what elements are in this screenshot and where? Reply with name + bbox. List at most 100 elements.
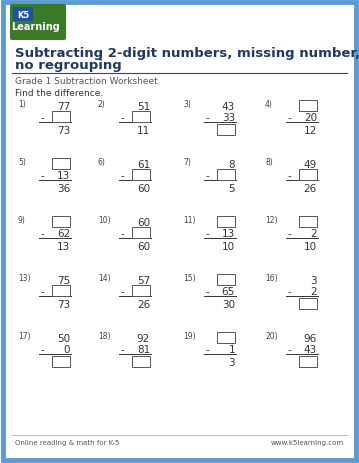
Text: -: - xyxy=(120,229,124,238)
Bar xyxy=(132,112,150,123)
Text: 0: 0 xyxy=(64,344,70,354)
Text: 3: 3 xyxy=(311,275,317,285)
Text: 60: 60 xyxy=(137,242,150,251)
Text: -: - xyxy=(287,287,291,296)
Text: 10: 10 xyxy=(304,242,317,251)
Text: -: - xyxy=(287,344,291,354)
Text: no regrouping: no regrouping xyxy=(15,59,122,72)
Text: 2: 2 xyxy=(311,229,317,238)
Text: 3): 3) xyxy=(183,100,191,109)
Bar xyxy=(217,275,235,285)
Text: 62: 62 xyxy=(57,229,70,238)
Text: 14): 14) xyxy=(98,274,111,282)
Text: 2: 2 xyxy=(311,287,317,296)
Bar xyxy=(217,169,235,181)
Text: 96: 96 xyxy=(304,333,317,343)
Text: -: - xyxy=(287,171,291,181)
Text: -: - xyxy=(40,171,44,181)
Text: 8): 8) xyxy=(265,158,273,167)
Text: 60: 60 xyxy=(137,218,150,227)
Text: 26: 26 xyxy=(304,184,317,194)
Text: 60: 60 xyxy=(137,184,150,194)
Text: -: - xyxy=(205,113,209,123)
Text: 20): 20) xyxy=(265,332,278,340)
Text: 1): 1) xyxy=(18,100,26,109)
Bar xyxy=(299,217,317,227)
Text: 92: 92 xyxy=(137,333,150,343)
Bar xyxy=(52,285,70,296)
Text: 75: 75 xyxy=(57,275,70,285)
Bar xyxy=(299,298,317,309)
Text: 2): 2) xyxy=(98,100,106,109)
Text: 5): 5) xyxy=(18,158,26,167)
Text: 8: 8 xyxy=(228,160,235,169)
Text: -: - xyxy=(120,171,124,181)
Text: 51: 51 xyxy=(137,102,150,112)
Bar xyxy=(52,112,70,123)
Text: 50: 50 xyxy=(57,333,70,343)
Text: -: - xyxy=(40,344,44,354)
Text: 17): 17) xyxy=(18,332,31,340)
Text: -: - xyxy=(205,171,209,181)
Bar xyxy=(52,356,70,367)
Text: -: - xyxy=(120,344,124,354)
Text: 30: 30 xyxy=(222,300,235,309)
Text: 13: 13 xyxy=(57,242,70,251)
Text: 16): 16) xyxy=(265,274,278,282)
Text: Subtracting 2-digit numbers, missing number,: Subtracting 2-digit numbers, missing num… xyxy=(15,47,359,60)
Text: Online reading & math for K-5: Online reading & math for K-5 xyxy=(15,439,120,445)
Text: 73: 73 xyxy=(57,126,70,136)
Bar xyxy=(217,332,235,343)
Text: 12: 12 xyxy=(304,126,317,136)
Text: 13: 13 xyxy=(57,171,70,181)
Bar xyxy=(52,159,70,169)
Text: K5: K5 xyxy=(17,11,29,19)
Text: -: - xyxy=(205,229,209,238)
Text: Find the difference.: Find the difference. xyxy=(15,89,103,98)
Bar xyxy=(132,285,150,296)
Bar xyxy=(299,101,317,112)
Text: 81: 81 xyxy=(137,344,150,354)
Text: 7): 7) xyxy=(183,158,191,167)
Text: 33: 33 xyxy=(222,113,235,123)
Text: -: - xyxy=(205,344,209,354)
Text: 77: 77 xyxy=(57,102,70,112)
Text: -: - xyxy=(40,229,44,238)
Bar xyxy=(132,169,150,181)
Text: 11: 11 xyxy=(137,126,150,136)
Text: 19): 19) xyxy=(183,332,196,340)
Text: 3: 3 xyxy=(228,357,235,367)
Text: -: - xyxy=(205,287,209,296)
Text: 13): 13) xyxy=(18,274,31,282)
Bar xyxy=(132,356,150,367)
Bar xyxy=(132,227,150,238)
Text: 18): 18) xyxy=(98,332,111,340)
FancyBboxPatch shape xyxy=(13,8,33,22)
Text: -: - xyxy=(120,287,124,296)
Text: 73: 73 xyxy=(57,300,70,309)
Text: 65: 65 xyxy=(222,287,235,296)
Text: 15): 15) xyxy=(183,274,196,282)
Text: -: - xyxy=(120,113,124,123)
Text: 9): 9) xyxy=(18,216,26,225)
Text: 13: 13 xyxy=(222,229,235,238)
Text: 12): 12) xyxy=(265,216,278,225)
Bar xyxy=(299,169,317,181)
Text: -: - xyxy=(287,113,291,123)
Text: 20: 20 xyxy=(304,113,317,123)
Bar xyxy=(217,217,235,227)
Bar xyxy=(52,217,70,227)
Text: 1: 1 xyxy=(228,344,235,354)
Text: 57: 57 xyxy=(137,275,150,285)
Text: -: - xyxy=(40,113,44,123)
Text: 4): 4) xyxy=(265,100,273,109)
Text: 26: 26 xyxy=(137,300,150,309)
Text: 5: 5 xyxy=(228,184,235,194)
Text: -: - xyxy=(287,229,291,238)
Text: Grade 1 Subtraction Worksheet: Grade 1 Subtraction Worksheet xyxy=(15,77,158,86)
Text: 43: 43 xyxy=(304,344,317,354)
Bar xyxy=(217,125,235,136)
Text: Learning: Learning xyxy=(11,22,59,32)
Text: 36: 36 xyxy=(57,184,70,194)
Text: 61: 61 xyxy=(137,160,150,169)
